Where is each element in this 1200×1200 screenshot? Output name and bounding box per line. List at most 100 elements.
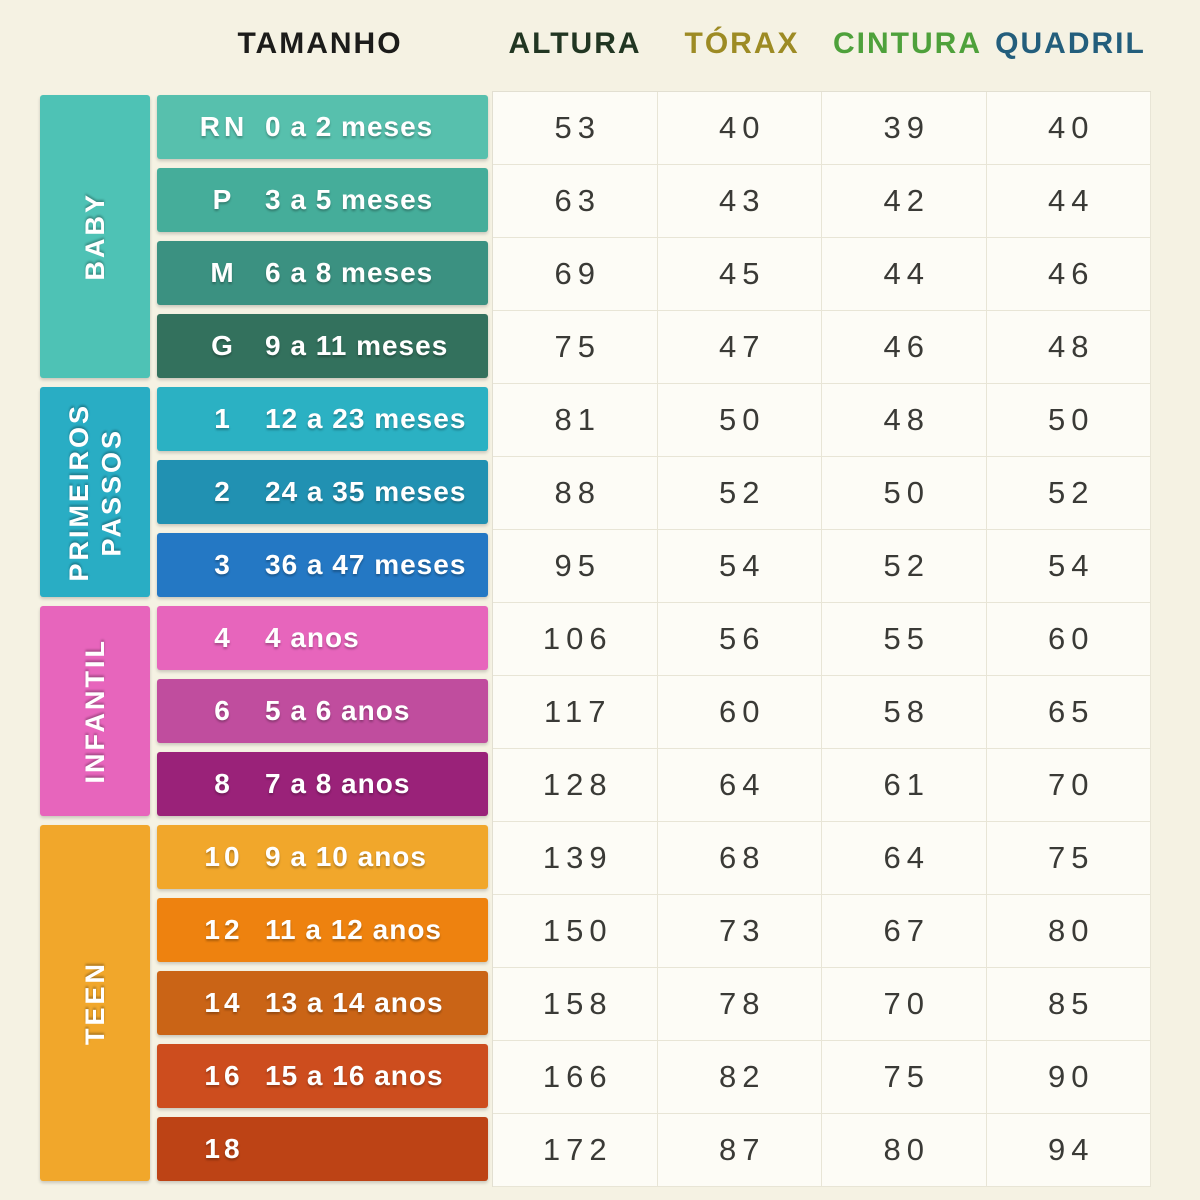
size-label: M xyxy=(210,257,238,288)
age-range-label: 5 a 6 anos xyxy=(265,695,411,726)
measurement-cell: 47 xyxy=(657,311,822,384)
measurement-cell: 40 xyxy=(657,92,822,165)
size-row: P 3 a 5 meses xyxy=(157,168,488,232)
size-label: 12 xyxy=(204,914,244,945)
age-range-label: 0 a 2 meses xyxy=(265,111,434,142)
measurement-cell: 46 xyxy=(986,238,1151,311)
size-label: G xyxy=(211,330,237,361)
age-range-label: 24 a 35 meses xyxy=(265,476,467,507)
measurement-cell: 75 xyxy=(493,311,658,384)
group-label-primeiros-passos: PRIMEIROS PASSOS xyxy=(63,402,126,582)
measurement-cell: 53 xyxy=(493,92,658,165)
col-header-quadril: QUADRIL xyxy=(995,27,1146,60)
measurement-cell: 58 xyxy=(822,676,987,749)
size-label: 8 xyxy=(214,768,234,799)
size-label: 4 xyxy=(214,622,234,653)
measurement-cell: 80 xyxy=(986,895,1151,968)
measurement-cell: 117 xyxy=(493,676,658,749)
group-label-baby: BABY xyxy=(79,192,110,281)
measurement-cell: 65 xyxy=(986,676,1151,749)
measurement-cell: 48 xyxy=(822,384,987,457)
group-band-teen: TEEN xyxy=(40,825,150,1181)
group-band-infantil: INFANTIL xyxy=(40,606,150,816)
age-range-label: 12 a 23 meses xyxy=(265,403,467,434)
size-row: 12 11 a 12 anos xyxy=(157,898,488,962)
measurement-cell: 45 xyxy=(657,238,822,311)
measurement-cell: 44 xyxy=(822,238,987,311)
size-label: 6 xyxy=(214,695,234,726)
size-label: 2 xyxy=(214,476,234,507)
size-label: RN xyxy=(199,111,249,142)
measurement-cell: 95 xyxy=(493,530,658,603)
size-row: 16 15 a 16 anos xyxy=(157,1044,488,1108)
age-range-label: 6 a 8 meses xyxy=(265,257,434,288)
measurement-cell: 61 xyxy=(822,749,987,822)
age-range-label: 13 a 14 anos xyxy=(265,987,444,1018)
group-label-infantil: INFANTIL xyxy=(79,638,110,784)
measurement-cell: 128 xyxy=(493,749,658,822)
measurement-cell: 150 xyxy=(493,895,658,968)
col-header-cintura: CINTURA xyxy=(833,27,982,60)
size-row: 3 36 a 47 meses xyxy=(157,533,488,597)
col-header-altura: ALTURA xyxy=(508,27,642,60)
measurement-cell: 60 xyxy=(986,603,1151,676)
age-range-label: 7 a 8 anos xyxy=(265,768,411,799)
measurement-cell: 39 xyxy=(822,92,987,165)
size-row: RN 0 a 2 meses xyxy=(157,95,488,159)
age-range-label: 36 a 47 meses xyxy=(265,549,467,580)
measurement-cell: 68 xyxy=(657,822,822,895)
size-row: G 9 a 11 meses xyxy=(157,314,488,378)
measurement-cell: 46 xyxy=(822,311,987,384)
measurement-cell: 82 xyxy=(657,1041,822,1114)
age-range-label: 15 a 16 anos xyxy=(265,1060,444,1091)
measurement-cell: 81 xyxy=(493,384,658,457)
measurement-cell: 48 xyxy=(986,311,1151,384)
size-label: 10 xyxy=(204,841,244,872)
measurement-cell: 69 xyxy=(493,238,658,311)
measurement-cell: 50 xyxy=(657,384,822,457)
measurement-cell: 54 xyxy=(657,530,822,603)
col-header-torax: TÓRAX xyxy=(684,27,800,60)
size-row: 14 13 a 14 anos xyxy=(157,971,488,1035)
measurement-cell: 64 xyxy=(822,822,987,895)
age-range-label: 3 a 5 meses xyxy=(265,184,434,215)
measurement-cell: 75 xyxy=(986,822,1151,895)
measurement-cell: 67 xyxy=(822,895,987,968)
size-row: M 6 a 8 meses xyxy=(157,241,488,305)
size-label: 18 xyxy=(204,1133,244,1164)
measurement-cell: 44 xyxy=(986,165,1151,238)
col-header-tamanho: TAMANHO xyxy=(237,27,403,60)
measurement-cell: 70 xyxy=(986,749,1151,822)
group-label-teen: TEEN xyxy=(79,960,110,1045)
measurement-cell: 42 xyxy=(822,165,987,238)
measurement-cell: 88 xyxy=(493,457,658,530)
measurement-cell: 90 xyxy=(986,1041,1151,1114)
measurement-cell: 80 xyxy=(822,1114,987,1187)
size-label: 3 xyxy=(214,549,234,580)
measurement-cell: 63 xyxy=(493,165,658,238)
size-row: 4 4 anos xyxy=(157,606,488,670)
measurement-cell: 87 xyxy=(657,1114,822,1187)
measurement-cell: 172 xyxy=(493,1114,658,1187)
measurement-cell: 85 xyxy=(986,968,1151,1041)
age-range-label: 4 anos xyxy=(265,622,360,653)
measurement-cell: 75 xyxy=(822,1041,987,1114)
measurement-cell: 70 xyxy=(822,968,987,1041)
measurement-cell: 94 xyxy=(986,1114,1151,1187)
measurement-cell: 106 xyxy=(493,603,658,676)
measurement-cell: 56 xyxy=(657,603,822,676)
measurement-cell: 55 xyxy=(822,603,987,676)
measurement-cell: 64 xyxy=(657,749,822,822)
age-range-label: 11 a 12 anos xyxy=(265,914,443,945)
measurement-cell: 50 xyxy=(822,457,987,530)
size-label: 16 xyxy=(204,1060,244,1091)
measurement-cell: 73 xyxy=(657,895,822,968)
measurement-cell: 43 xyxy=(657,165,822,238)
measurement-cell: 52 xyxy=(822,530,987,603)
size-label: 1 xyxy=(214,403,234,434)
measurement-cell: 50 xyxy=(986,384,1151,457)
size-label: 14 xyxy=(204,987,244,1018)
measurements-grid: 53 40 39 40 63 43 42 44 69 45 44 46 75 4… xyxy=(492,91,1151,1187)
age-range-label: 9 a 10 anos xyxy=(265,841,427,872)
